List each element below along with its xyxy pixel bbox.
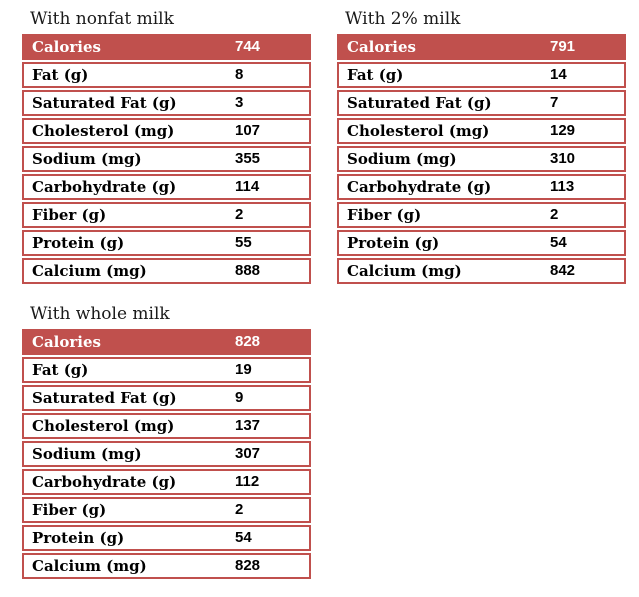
header-value: 791 <box>550 38 576 55</box>
table-header-row-calories: Calories 744 <box>22 34 311 60</box>
row-value: 842 <box>550 262 576 279</box>
row-label: Fat (g) <box>32 66 89 84</box>
row-label: Saturated Fat (g) <box>347 94 492 112</box>
row-label: Fat (g) <box>32 361 89 379</box>
table-row-protein: Protein (g) 55 <box>22 230 311 256</box>
row-value: 113 <box>550 178 575 195</box>
row-label: Carbohydrate (g) <box>32 178 177 196</box>
header-label: Calories <box>32 38 101 56</box>
row-value: 129 <box>550 122 576 139</box>
row-value: 54 <box>235 529 252 546</box>
nutrition-table: Calories 791 Fat (g) 14 Saturated Fat (g… <box>337 34 626 284</box>
table-row-cholesterol: Cholesterol (mg) 137 <box>22 413 311 439</box>
nutrition-table-whole-milk: With whole milk Calories 828 Fat (g) 19 … <box>22 301 311 579</box>
row-value: 114 <box>235 178 260 195</box>
table-row-protein: Protein (g) 54 <box>22 525 311 551</box>
row-label: Fat (g) <box>347 66 404 84</box>
table-row-carbohydrate: Carbohydrate (g) 113 <box>337 174 626 200</box>
table-row-fiber: Fiber (g) 2 <box>22 497 311 523</box>
row-label: Sodium (mg) <box>347 150 457 168</box>
row-label: Cholesterol (mg) <box>32 417 175 435</box>
row-label: Protein (g) <box>32 529 125 547</box>
row-value: 2 <box>550 206 559 223</box>
row-label: Carbohydrate (g) <box>32 473 177 491</box>
row-label: Carbohydrate (g) <box>347 178 492 196</box>
table-header-row-calories: Calories 791 <box>337 34 626 60</box>
row-label: Fiber (g) <box>347 206 422 224</box>
table-row-calcium: Calcium (mg) 842 <box>337 258 626 284</box>
table-header-row-calories: Calories 828 <box>22 329 311 355</box>
row-value: 307 <box>235 445 261 462</box>
table-title-nonfat-milk: With nonfat milk <box>30 9 174 29</box>
nutrition-table-2pct-milk: With 2% milk Calories 791 Fat (g) 14 Sat… <box>337 6 626 284</box>
row-value: 9 <box>235 389 244 406</box>
row-value: 54 <box>550 234 567 251</box>
table-row-carbohydrate: Carbohydrate (g) 112 <box>22 469 311 495</box>
nutrition-table: Calories 828 Fat (g) 19 Saturated Fat (g… <box>22 329 311 579</box>
row-value: 107 <box>235 122 261 139</box>
table-row-fat: Fat (g) 19 <box>22 357 311 383</box>
row-value: 137 <box>235 417 261 434</box>
nutrition-table-nonfat-milk: With nonfat milk Calories 744 Fat (g) 8 … <box>22 6 311 284</box>
row-value: 112 <box>235 473 260 490</box>
row-label: Sodium (mg) <box>32 150 142 168</box>
table-row-sodium: Sodium (mg) 310 <box>337 146 626 172</box>
table-row-saturated-fat: Saturated Fat (g) 3 <box>22 90 311 116</box>
table-row-fiber: Fiber (g) 2 <box>337 202 626 228</box>
header-value: 828 <box>235 333 261 350</box>
row-value: 2 <box>235 206 244 223</box>
table-row-calcium: Calcium (mg) 888 <box>22 258 311 284</box>
header-value: 744 <box>235 38 261 55</box>
row-label: Fiber (g) <box>32 501 107 519</box>
row-label: Cholesterol (mg) <box>347 122 490 140</box>
table-title-whole-milk: With whole milk <box>30 304 170 324</box>
table-row-saturated-fat: Saturated Fat (g) 9 <box>22 385 311 411</box>
row-label: Fiber (g) <box>32 206 107 224</box>
row-value: 888 <box>235 262 261 279</box>
row-value: 355 <box>235 150 261 167</box>
row-label: Saturated Fat (g) <box>32 94 177 112</box>
row-value: 2 <box>235 501 244 518</box>
table-title-2pct-milk: With 2% milk <box>345 9 461 29</box>
nutrition-table: Calories 744 Fat (g) 8 Saturated Fat (g)… <box>22 34 311 284</box>
row-label: Calcium (mg) <box>32 557 147 575</box>
table-row-fat: Fat (g) 14 <box>337 62 626 88</box>
row-value: 310 <box>550 150 576 167</box>
table-row-saturated-fat: Saturated Fat (g) 7 <box>337 90 626 116</box>
header-label: Calories <box>347 38 416 56</box>
table-row-cholesterol: Cholesterol (mg) 129 <box>337 118 626 144</box>
row-label: Saturated Fat (g) <box>32 389 177 407</box>
row-label: Protein (g) <box>32 234 125 252</box>
row-value: 55 <box>235 234 252 251</box>
row-value: 828 <box>235 557 261 574</box>
table-row-sodium: Sodium (mg) 355 <box>22 146 311 172</box>
table-row-fiber: Fiber (g) 2 <box>22 202 311 228</box>
header-label: Calories <box>32 333 101 351</box>
row-label: Sodium (mg) <box>32 445 142 463</box>
row-label: Protein (g) <box>347 234 440 252</box>
row-label: Cholesterol (mg) <box>32 122 175 140</box>
table-row-sodium: Sodium (mg) 307 <box>22 441 311 467</box>
row-label: Calcium (mg) <box>347 262 462 280</box>
table-row-carbohydrate: Carbohydrate (g) 114 <box>22 174 311 200</box>
table-row-fat: Fat (g) 8 <box>22 62 311 88</box>
table-row-cholesterol: Cholesterol (mg) 107 <box>22 118 311 144</box>
table-row-calcium: Calcium (mg) 828 <box>22 553 311 579</box>
row-value: 14 <box>550 66 567 83</box>
row-label: Calcium (mg) <box>32 262 147 280</box>
row-value: 19 <box>235 361 252 378</box>
row-value: 7 <box>550 94 559 111</box>
table-row-protein: Protein (g) 54 <box>337 230 626 256</box>
row-value: 8 <box>235 66 244 83</box>
row-value: 3 <box>235 94 244 111</box>
